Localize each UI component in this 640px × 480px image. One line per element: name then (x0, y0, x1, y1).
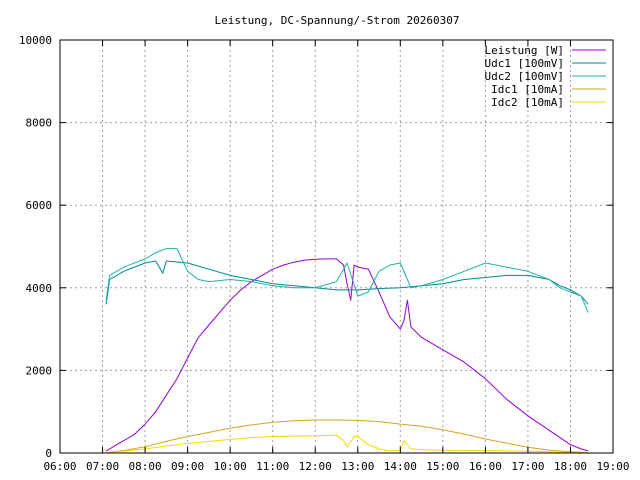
x-tick-label: 19:00 (596, 460, 629, 473)
plot-frame (59, 39, 614, 454)
x-tick-label: 17:00 (511, 460, 544, 473)
series-line (105, 260, 589, 305)
chart-title: Leistung, DC-Spannung/-Strom 20260307 (214, 14, 459, 27)
legend-label: Idc1 [10mA] (491, 83, 564, 96)
x-tick-label: 16:00 (469, 460, 502, 473)
y-tick-label: 2000 (26, 364, 53, 377)
series-line (105, 248, 589, 313)
x-tick-label: 14:00 (384, 460, 417, 473)
series-line (106, 434, 589, 454)
legend-label: Idc2 [10mA] (491, 96, 564, 109)
grid (60, 40, 613, 453)
x-tick-label: 06:00 (43, 460, 76, 473)
y-tick-label: 0 (45, 447, 52, 460)
x-tick-label: 08:00 (129, 460, 162, 473)
legend: Leistung [W]Udc1 [100mV]Udc2 [100mV]Idc1… (485, 44, 606, 109)
y-tick-label: 10000 (19, 34, 52, 47)
y-tick-label: 4000 (26, 282, 53, 295)
axes: 06:00 07:00 08:00 09:00 10:00 11:00 12:00 13:00… (19, 34, 630, 473)
x-tick-label: 09:00 (171, 460, 204, 473)
legend-label: Udc2 [100mV] (485, 70, 564, 83)
legend-label: Leistung [W] (485, 44, 564, 57)
x-tick-label: 11:00 (256, 460, 289, 473)
series-line (106, 419, 589, 454)
x-tick-label: 12:00 (299, 460, 332, 473)
x-tick-label: 13:00 (341, 460, 374, 473)
y-tick-label: 6000 (26, 199, 53, 212)
legend-label: Udc1 [100mV] (485, 57, 564, 70)
series-line (105, 258, 589, 452)
x-tick-label: 10:00 (214, 460, 247, 473)
x-tick-label: 15:00 (426, 460, 459, 473)
x-tick-label: 18:00 (554, 460, 587, 473)
y-tick-label: 8000 (26, 117, 53, 130)
x-tick-label: 07:00 (86, 460, 119, 473)
series-lines (105, 248, 589, 454)
